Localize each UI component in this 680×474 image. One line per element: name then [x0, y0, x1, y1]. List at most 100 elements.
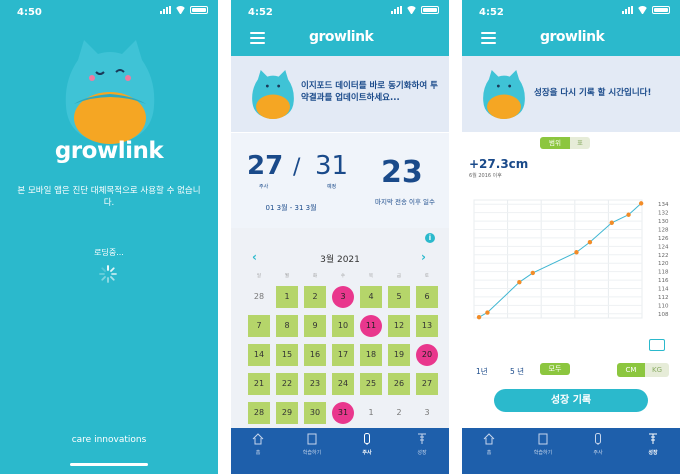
battery-icon	[190, 6, 208, 14]
tab-label: 학습하기	[302, 450, 322, 456]
y-tick-label: 126	[658, 236, 669, 242]
calendar-day[interactable]: 6	[416, 286, 438, 308]
calendar-day[interactable]: 21	[248, 373, 270, 395]
calendar-day[interactable]: 26	[388, 373, 410, 395]
menu-icon[interactable]	[481, 32, 496, 44]
calendar-day[interactable]: 22	[276, 373, 298, 395]
care-innovations-logo: care innovations	[71, 435, 147, 445]
tab-injection[interactable]: 주사	[571, 433, 625, 456]
mascot-image	[65, 40, 155, 144]
calendar-day[interactable]: 13	[416, 315, 438, 337]
home-indicator	[70, 463, 148, 466]
calendar-day[interactable]: 20	[416, 344, 438, 366]
doses-planned: 31	[315, 151, 349, 181]
calendar-day[interactable]: 2	[304, 286, 326, 308]
tab-home[interactable]: 홈	[462, 433, 516, 456]
range-all-wrap: 모두	[540, 363, 570, 375]
growth-data-point[interactable]	[574, 250, 579, 255]
disclaimer-text: 본 모바일 앱은 진단 대체목적으로 사용할 수 없습니다.	[17, 186, 201, 208]
range-all[interactable]: 모두	[540, 363, 570, 375]
chart-view-button[interactable]: 범위	[540, 137, 570, 149]
calendar-day[interactable]: 16	[304, 344, 326, 366]
calendar-day[interactable]: 25	[360, 373, 382, 395]
weekday-label: 수	[340, 274, 346, 279]
next-month-button[interactable]: ›	[421, 250, 426, 264]
growlink-logo: growlink	[309, 29, 374, 45]
tab-home[interactable]: 홈	[231, 433, 285, 456]
calendar-day[interactable]: 5	[388, 286, 410, 308]
calendar-day[interactable]: 10	[332, 315, 354, 337]
calendar-day[interactable]: 28	[248, 402, 270, 424]
y-tick-label: 132	[658, 211, 669, 217]
calendar-day[interactable]: 29	[276, 402, 298, 424]
growth-change: +27.3cm	[469, 157, 529, 171]
growth-data-point[interactable]	[517, 279, 522, 285]
calendar-day[interactable]: 12	[388, 315, 410, 337]
y-tick-label: 116	[658, 278, 669, 284]
signal-icon	[622, 6, 633, 14]
table-view-button[interactable]: 표	[570, 137, 590, 149]
calendar-day[interactable]: 18	[360, 344, 382, 366]
unit-kg[interactable]: KG	[645, 363, 669, 377]
weekday-label: 금	[396, 274, 402, 279]
tab-label: 주사	[593, 450, 603, 456]
calendar-day[interactable]: 14	[248, 344, 270, 366]
calendar-day[interactable]: 3	[332, 286, 354, 308]
fullscreen-icon[interactable]	[649, 339, 665, 351]
tab-growth[interactable]: 성장	[626, 433, 680, 456]
unit-cm[interactable]: CM	[617, 363, 645, 377]
tab-injection[interactable]: 주사	[340, 433, 394, 456]
calendar-day[interactable]: 15	[276, 344, 298, 366]
weekday-label: 월	[284, 274, 290, 279]
y-tick-label: 118	[658, 270, 669, 276]
calendar-day[interactable]: 31	[332, 402, 354, 424]
calendar-day[interactable]: 19	[388, 344, 410, 366]
calendar-day[interactable]: 24	[332, 373, 354, 395]
doses-planned-label: 예정	[327, 184, 337, 190]
sync-banner: 이지포드 데이터를 바로 동기화하여 투약결과를 업데이트하세요...	[231, 56, 449, 132]
growth-data-point[interactable]	[626, 212, 631, 217]
tab-label: 주사	[362, 450, 372, 456]
calendar-day[interactable]: 11	[360, 315, 382, 337]
days-since-value: 23	[381, 155, 423, 190]
calendar-day[interactable]: 30	[304, 402, 326, 424]
date-range: 01 3월 - 31 3월	[265, 204, 317, 212]
spinner-icon	[99, 265, 117, 283]
tab-learn[interactable]: 학습하기	[516, 433, 570, 456]
status-bar: 4:50	[0, 0, 218, 24]
calendar-day[interactable]: 2	[396, 408, 402, 417]
calendar-day[interactable]: 27	[416, 373, 438, 395]
y-tick-label: 134	[658, 202, 669, 208]
calendar-day[interactable]: 4	[360, 286, 382, 308]
tab-learn[interactable]: 학습하기	[285, 433, 339, 456]
calendar-day[interactable]: 9	[304, 315, 326, 337]
growth-data-point[interactable]	[609, 220, 614, 225]
calendar-day[interactable]: 1	[276, 286, 298, 308]
calendar-day[interactable]: 28	[253, 292, 265, 301]
growth-data-point[interactable]	[530, 270, 535, 276]
battery-icon	[421, 6, 439, 14]
growth-data-point[interactable]	[587, 239, 593, 245]
tab-growth[interactable]: 성장	[395, 433, 449, 456]
calendar-day[interactable]: 23	[304, 373, 326, 395]
growlink-logo: growlink	[54, 138, 164, 164]
calendar-day[interactable]: 7	[248, 315, 270, 337]
doses-done: 27	[247, 151, 284, 181]
growth-since: 6월 2016 이후	[469, 173, 502, 179]
range-1-year[interactable]: 1년	[476, 367, 488, 376]
menu-icon[interactable]	[250, 32, 265, 44]
tab-label: 성장	[648, 450, 658, 456]
calendar-day[interactable]: 1	[368, 408, 374, 417]
calendar-day[interactable]: 3	[424, 408, 430, 417]
calendar-day[interactable]: 8	[276, 315, 298, 337]
growth-data-point[interactable]	[476, 314, 482, 320]
calendar-month: 3월 2021	[320, 255, 360, 265]
range-5-years[interactable]: 5 년	[510, 367, 525, 376]
prev-month-button[interactable]: ‹	[252, 250, 257, 264]
record-growth-button[interactable]: 성장 기록	[494, 389, 648, 412]
growth-data-point[interactable]	[638, 201, 644, 206]
info-icon[interactable]: i	[425, 233, 435, 243]
growth-data-point[interactable]	[485, 310, 490, 315]
calendar-day[interactable]: 17	[332, 344, 354, 366]
